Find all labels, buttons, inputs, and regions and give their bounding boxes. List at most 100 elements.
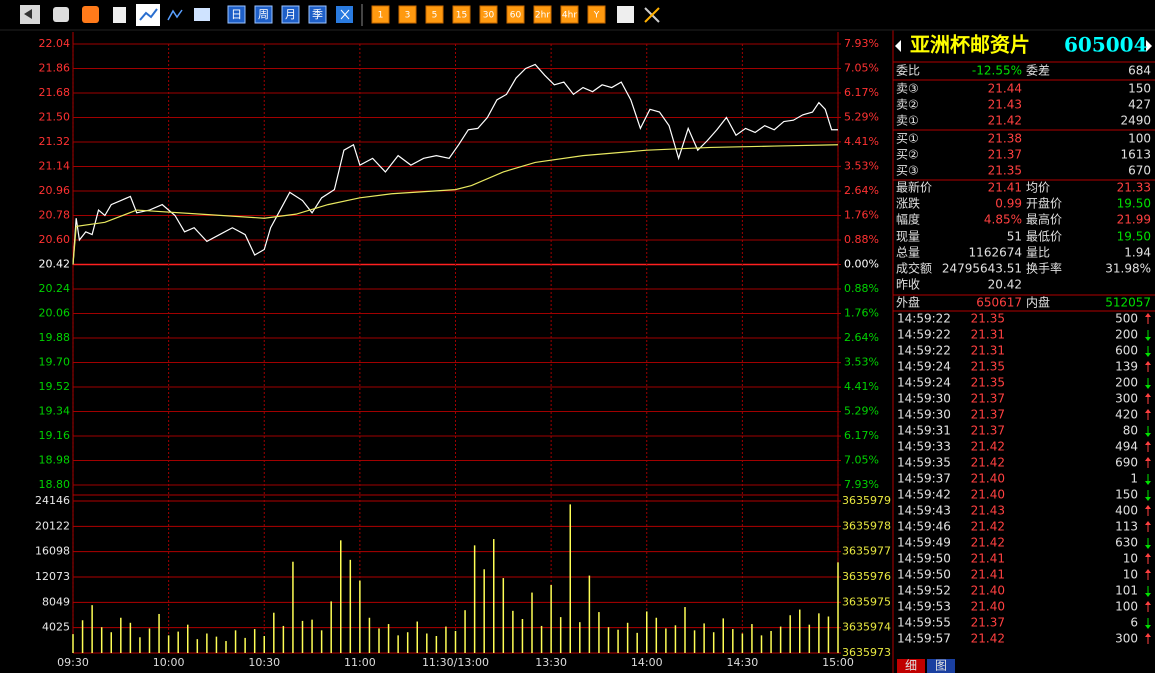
quote-label: 最低价 (1026, 230, 1062, 244)
next-stock-arrow[interactable] (1146, 40, 1152, 52)
trade-price: 21.41 (971, 552, 1005, 566)
quote-label: 昨收 (896, 278, 920, 292)
time-tick-label: 09:30 (57, 656, 89, 669)
minute-button-label: 3 (405, 11, 411, 21)
icon-button[interactable] (53, 7, 69, 22)
minute-button[interactable] (398, 5, 417, 24)
quote-label: 卖② (896, 98, 919, 112)
period-button[interactable] (254, 5, 273, 24)
trade-arrow-head (1145, 481, 1151, 485)
note-button[interactable] (113, 7, 126, 23)
trade-arrow-head (1145, 361, 1151, 365)
volume-tick-label: 4025 (42, 621, 70, 634)
price-tick-label: 20.96 (39, 184, 71, 197)
trade-volume: 630 (1115, 536, 1138, 550)
extra-icon (340, 9, 350, 20)
minute-button[interactable] (587, 5, 606, 24)
toolbar (20, 4, 660, 26)
tab[interactable] (927, 659, 955, 673)
trade-time: 14:59:24 (897, 360, 951, 374)
trade-arrow-head (1145, 633, 1151, 637)
quote-value: 4.85% (984, 213, 1022, 227)
quote-label: 成交额 (896, 261, 932, 276)
trade-price: 21.37 (971, 392, 1005, 406)
quote-value: 21.35 (988, 164, 1022, 178)
table-button[interactable] (194, 8, 210, 21)
price-tick-label: 22.04 (39, 37, 71, 50)
minute-button[interactable] (560, 5, 579, 24)
quote-label: 均价 (1026, 181, 1050, 195)
minute-button[interactable] (506, 5, 525, 24)
trade-price: 21.42 (971, 520, 1005, 534)
quote-label: 开盘价 (1026, 196, 1062, 211)
trade-arrow-head (1145, 497, 1151, 501)
quote-value: 0.99 (995, 197, 1022, 211)
trade-arrow-head (1145, 601, 1151, 605)
trade-price: 21.37 (971, 424, 1005, 438)
trade-volume: 400 (1115, 504, 1138, 518)
trade-volume: 600 (1115, 344, 1138, 358)
trade-volume: 690 (1115, 456, 1138, 470)
trade-volume: 150 (1115, 488, 1138, 502)
minute-button[interactable] (479, 5, 498, 24)
period-button-label: 周 (258, 8, 269, 21)
minute-button[interactable] (371, 5, 390, 24)
percent-tick-label: 2.64% (844, 184, 879, 197)
trade-time: 14:59:22 (897, 344, 951, 358)
trade-price: 21.35 (971, 360, 1005, 374)
trade-time: 14:59:22 (897, 328, 951, 342)
percent-tick-label: 0.88% (844, 233, 879, 246)
trade-price: 21.40 (971, 600, 1005, 614)
trade-arrow-head (1145, 385, 1151, 389)
volume-right-tick-label: 3635978 (842, 519, 891, 532)
trade-arrow-head (1145, 521, 1151, 525)
minute-button[interactable] (452, 5, 471, 24)
quote-label: 内盘 (1026, 295, 1050, 310)
trade-time: 14:59:22 (897, 312, 951, 326)
trade-volume: 1 (1130, 472, 1138, 486)
quote-label: 买① (896, 132, 919, 146)
minute-button-label: 15 (456, 11, 467, 21)
time-tick-label: 10:00 (153, 656, 185, 669)
trade-price: 21.40 (971, 472, 1005, 486)
quote-value: 427 (1128, 98, 1151, 112)
prev-stock-arrow[interactable] (895, 40, 901, 52)
refresh-button[interactable] (82, 6, 99, 23)
time-tick-label: 11:00 (344, 656, 376, 669)
trade-arrow-head (1145, 625, 1151, 629)
trend-icon[interactable] (167, 9, 183, 21)
minute-button-label: 5 (432, 11, 438, 21)
price-tick-label: 21.32 (39, 135, 71, 148)
trade-price: 21.31 (971, 328, 1005, 342)
quote-label: 最新价 (896, 180, 932, 195)
volume-tick-label: 20122 (35, 519, 70, 532)
trade-time: 14:59:35 (897, 456, 951, 470)
minute-button-label: 1 (378, 11, 384, 21)
quote-value: 21.33 (1117, 181, 1151, 195)
tab[interactable] (897, 659, 925, 673)
minute-button[interactable] (533, 5, 552, 24)
trade-arrow-head (1145, 337, 1151, 341)
percent-tick-label: 7.93% (844, 37, 879, 50)
trade-price: 21.42 (971, 536, 1005, 550)
period-button[interactable] (308, 5, 327, 24)
tab-label: 图 (935, 659, 947, 673)
period-button[interactable] (281, 5, 300, 24)
period-button[interactable] (227, 5, 246, 24)
quote-value: 19.50 (1117, 197, 1151, 211)
volume-tick-label: 16098 (35, 545, 70, 558)
quote-value: 21.41 (988, 181, 1022, 195)
draw-button[interactable] (617, 6, 634, 23)
volume-right-tick-label: 3635977 (842, 545, 891, 558)
minute-button[interactable] (425, 5, 444, 24)
quote-label: 现量 (896, 230, 920, 244)
trade-time: 14:59:50 (897, 552, 951, 566)
trade-arrow-head (1145, 313, 1151, 317)
trade-arrow-head (1145, 353, 1151, 357)
time-tick-label: 14:30 (727, 656, 759, 669)
tab-label: 细 (905, 659, 917, 673)
trade-price: 21.35 (971, 312, 1005, 326)
trade-volume: 500 (1115, 312, 1138, 326)
volume-right-tick-label: 3635973 (842, 646, 891, 659)
